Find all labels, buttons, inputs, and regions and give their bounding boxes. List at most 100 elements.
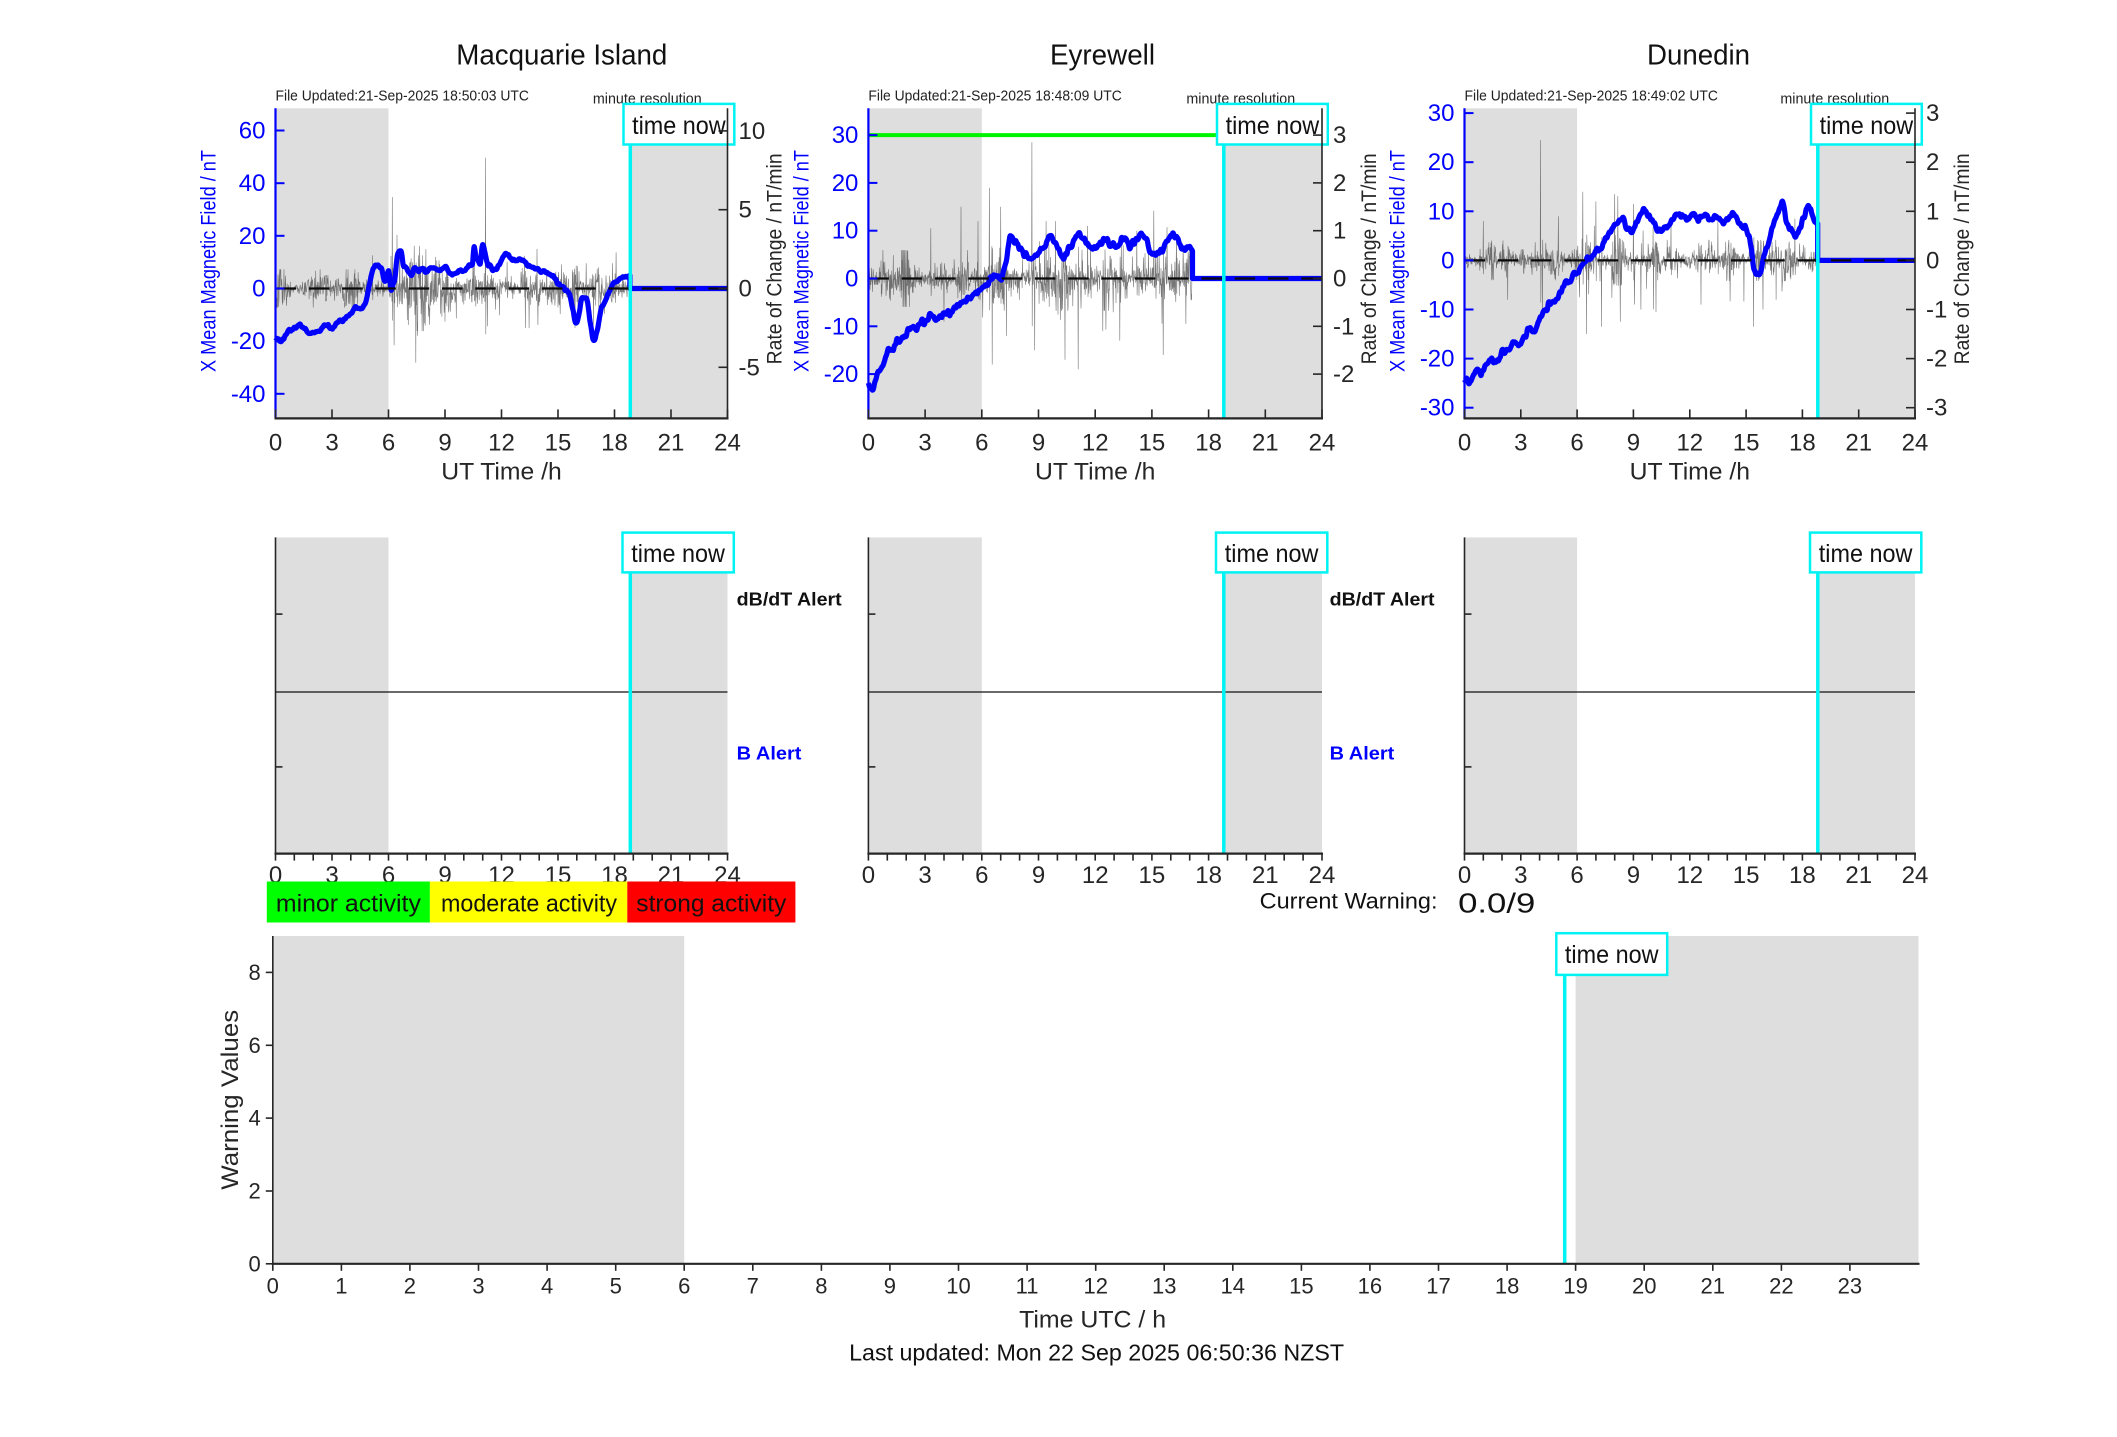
svg-text:22: 22: [1769, 1274, 1793, 1299]
svg-text:12: 12: [1676, 862, 1703, 889]
svg-text:time now: time now: [1819, 540, 1913, 568]
svg-text:3: 3: [472, 1274, 484, 1299]
svg-text:2: 2: [1926, 149, 1939, 176]
svg-text:0: 0: [862, 862, 875, 889]
svg-text:15: 15: [1139, 430, 1166, 457]
svg-text:6: 6: [975, 430, 988, 457]
svg-text:Warning Values: Warning Values: [217, 1010, 244, 1190]
svg-text:0: 0: [862, 430, 875, 457]
svg-text:17: 17: [1426, 1274, 1450, 1299]
svg-text:UT Time /h: UT Time /h: [1035, 459, 1155, 486]
svg-text:time now: time now: [1225, 540, 1319, 568]
svg-text:1: 1: [1926, 198, 1939, 225]
svg-text:3: 3: [918, 862, 931, 889]
svg-text:9: 9: [1032, 862, 1045, 889]
svg-text:time now: time now: [1820, 112, 1914, 140]
svg-text:0: 0: [1333, 266, 1346, 293]
svg-text:Rate of Change / nT/min: Rate of Change / nT/min: [764, 153, 787, 364]
svg-text:-2: -2: [1926, 346, 1947, 373]
svg-text:10: 10: [832, 218, 859, 245]
svg-text:strong activity: strong activity: [636, 891, 786, 918]
svg-text:B Alert: B Alert: [737, 742, 802, 763]
svg-text:9: 9: [1627, 430, 1640, 457]
svg-text:20: 20: [1632, 1274, 1656, 1299]
svg-text:-10: -10: [1420, 297, 1455, 324]
svg-text:2: 2: [249, 1179, 261, 1204]
svg-text:18: 18: [601, 430, 628, 457]
svg-text:12: 12: [1083, 1274, 1107, 1299]
svg-text:4: 4: [541, 1274, 553, 1299]
svg-text:23: 23: [1838, 1274, 1862, 1299]
svg-text:-5: -5: [739, 354, 760, 381]
svg-text:1: 1: [335, 1274, 347, 1299]
svg-text:0: 0: [845, 266, 858, 293]
svg-text:1: 1: [1333, 218, 1346, 245]
svg-text:0.0/9: 0.0/9: [1458, 888, 1535, 919]
svg-text:6: 6: [1570, 430, 1583, 457]
svg-text:Rate of Change / nT/min: Rate of Change / nT/min: [1951, 153, 1974, 364]
svg-text:0: 0: [739, 276, 752, 303]
svg-text:15: 15: [1733, 862, 1760, 889]
svg-text:-10: -10: [824, 313, 859, 340]
svg-text:Time UTC / h: Time UTC / h: [1019, 1307, 1166, 1334]
svg-text:12: 12: [1082, 430, 1109, 457]
svg-text:7: 7: [747, 1274, 759, 1299]
svg-text:40: 40: [239, 170, 266, 197]
svg-text:18: 18: [1789, 862, 1816, 889]
svg-text:0: 0: [269, 430, 282, 457]
svg-text:-1: -1: [1333, 313, 1354, 340]
svg-text:B Alert: B Alert: [1330, 742, 1395, 763]
svg-text:12: 12: [1082, 862, 1109, 889]
svg-text:dB/dT Alert: dB/dT Alert: [737, 589, 842, 610]
svg-text:30: 30: [832, 122, 859, 149]
svg-text:30: 30: [1428, 100, 1455, 127]
svg-text:8: 8: [249, 960, 261, 985]
svg-text:6: 6: [249, 1033, 261, 1058]
svg-text:time now: time now: [1565, 941, 1659, 969]
svg-text:3: 3: [325, 430, 338, 457]
svg-text:-20: -20: [824, 361, 859, 388]
svg-text:24: 24: [1902, 430, 1929, 457]
svg-text:20: 20: [1428, 149, 1455, 176]
svg-text:16: 16: [1358, 1274, 1382, 1299]
svg-text:9: 9: [1627, 862, 1640, 889]
svg-text:X Mean Magnetic Field / nT: X Mean Magnetic Field / nT: [790, 150, 813, 372]
svg-text:0: 0: [267, 1274, 279, 1299]
svg-text:20: 20: [239, 223, 266, 250]
svg-text:0: 0: [1926, 247, 1939, 274]
svg-text:4: 4: [249, 1106, 261, 1131]
svg-text:File Updated:21-Sep-2025 18:49: File Updated:21-Sep-2025 18:49:02 UTC: [1465, 89, 1718, 105]
svg-text:0: 0: [1441, 247, 1454, 274]
svg-text:X Mean Magnetic Field / nT: X Mean Magnetic Field / nT: [1387, 150, 1410, 372]
svg-text:File Updated:21-Sep-2025 18:48: File Updated:21-Sep-2025 18:48:09 UTC: [868, 89, 1121, 105]
svg-text:18: 18: [1195, 862, 1222, 889]
svg-text:60: 60: [239, 118, 266, 145]
svg-text:19: 19: [1563, 1274, 1587, 1299]
svg-text:moderate activity: moderate activity: [441, 891, 617, 918]
svg-text:UT Time /h: UT Time /h: [1630, 459, 1750, 486]
svg-text:-40: -40: [231, 381, 266, 408]
svg-text:12: 12: [488, 430, 515, 457]
svg-text:14: 14: [1221, 1274, 1245, 1299]
svg-text:0: 0: [252, 276, 265, 303]
svg-text:3: 3: [1333, 122, 1346, 149]
svg-text:-20: -20: [231, 328, 266, 355]
svg-text:8: 8: [815, 1274, 827, 1299]
svg-text:18: 18: [1195, 430, 1222, 457]
svg-text:dB/dT Alert: dB/dT Alert: [1330, 589, 1435, 610]
svg-text:21: 21: [1701, 1274, 1725, 1299]
svg-text:24: 24: [1902, 862, 1929, 889]
svg-text:13: 13: [1152, 1274, 1176, 1299]
svg-text:3: 3: [1926, 100, 1939, 127]
svg-text:15: 15: [1139, 862, 1166, 889]
svg-text:18: 18: [1495, 1274, 1519, 1299]
svg-text:2: 2: [404, 1274, 416, 1299]
svg-text:15: 15: [1733, 430, 1760, 457]
svg-text:21: 21: [658, 430, 685, 457]
svg-text:9: 9: [438, 430, 451, 457]
svg-text:3: 3: [1514, 862, 1527, 889]
svg-text:Last updated: Mon 22 Sep 2025: Last updated: Mon 22 Sep 2025 06:50:36 N…: [849, 1340, 1344, 1366]
svg-text:6: 6: [1570, 862, 1583, 889]
svg-text:21: 21: [1845, 862, 1872, 889]
svg-text:-1: -1: [1926, 297, 1947, 324]
